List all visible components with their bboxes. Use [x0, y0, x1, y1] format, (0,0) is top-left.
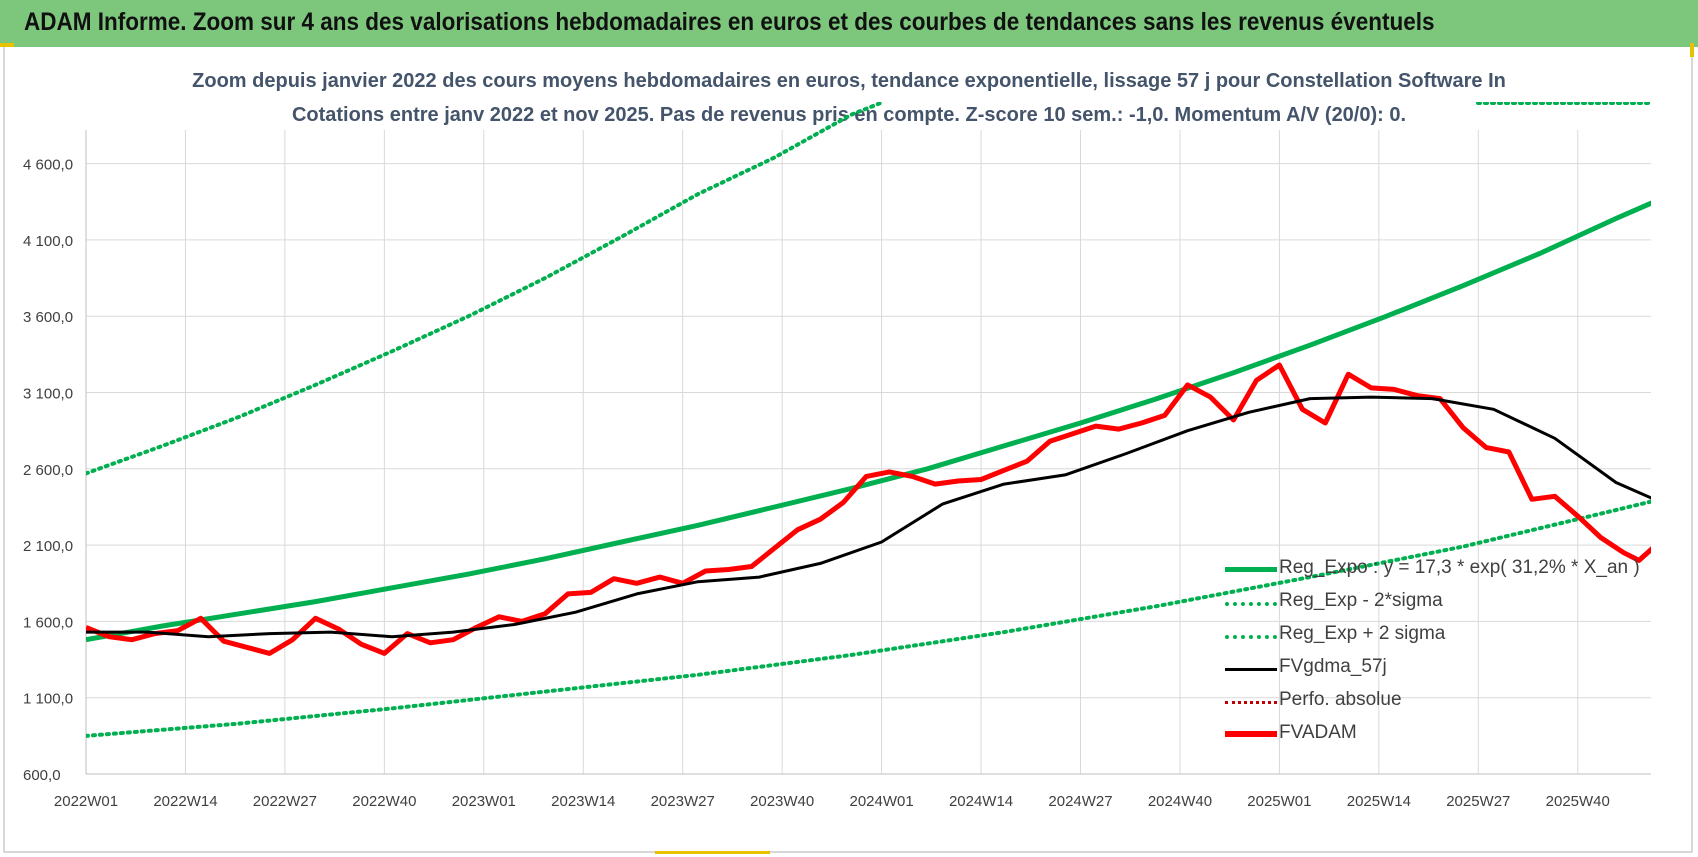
y-tick-label: 2 600,0 — [23, 462, 73, 479]
legend-swatch-reg-expo — [1225, 567, 1277, 572]
x-tick-label: 2023W14 — [551, 793, 615, 810]
y-tick-label: 1 100,0 — [23, 691, 73, 708]
y-tick-label: 4 100,0 — [23, 233, 73, 250]
series-line-0 — [86, 200, 1651, 643]
y-tick-label: 600,0 — [23, 767, 61, 784]
y-tick-label: 2 100,0 — [23, 538, 73, 555]
y-tick-label: 1 600,0 — [23, 614, 73, 631]
x-tick-label: 2024W14 — [949, 793, 1013, 810]
chart-frame — [3, 47, 1693, 853]
corner-mark-right — [1690, 43, 1694, 57]
legend-swatch-fvgdma — [1225, 668, 1277, 671]
x-tick-label: 2023W27 — [651, 793, 715, 810]
x-tick-label: 2022W14 — [153, 793, 217, 810]
corner-mark-bottom — [655, 851, 770, 854]
x-tick-label: 2022W27 — [253, 793, 317, 810]
legend-swatch-reg-exp-minus — [1225, 602, 1277, 606]
x-tick-label: 2025W14 — [1347, 793, 1411, 810]
chart-subtitle: Cotations entre janv 2022 et nov 2025. P… — [291, 104, 1407, 126]
chart-title: Zoom depuis janvier 2022 des cours moyen… — [192, 70, 1506, 92]
x-tick-label: 2023W01 — [452, 793, 516, 810]
series-line-3 — [86, 395, 1651, 639]
report-title: ADAM Informe. Zoom sur 4 ans des valoris… — [24, 8, 1435, 36]
series-line-5 — [86, 362, 1651, 656]
x-tick-label: 2024W01 — [849, 793, 913, 810]
legend-label-reg-exp-plus: Reg_Exp + 2 sigma — [1279, 623, 1446, 644]
x-tick-label: 2024W40 — [1148, 793, 1212, 810]
legend-label-reg-expo: Reg_Expo : y = 17,3 * exp( 31,2% * X_an … — [1279, 557, 1640, 578]
x-tick-label: 2022W01 — [54, 793, 118, 810]
grid-lines — [85, 130, 1651, 775]
x-tick-label: 2025W40 — [1546, 793, 1610, 810]
y-tick-label: 3 600,0 — [23, 309, 73, 326]
series-line-1 — [86, 499, 1651, 738]
legend-swatch-perfo — [1225, 701, 1277, 704]
x-tick-label: 2025W01 — [1247, 793, 1311, 810]
y-tick-label: 4 600,0 — [23, 157, 73, 174]
x-tick-label: 2024W27 — [1048, 793, 1112, 810]
legend-swatch-fvadam — [1225, 731, 1277, 737]
legend-label-reg-exp-minus: Reg_Exp - 2*sigma — [1279, 590, 1443, 611]
series-group — [86, 102, 1651, 738]
legend-swatch-reg-exp-plus — [1225, 635, 1277, 639]
legend-label-perfo: Perfo. absolue — [1279, 689, 1402, 710]
legend-label-fvadam: FVADAM — [1279, 722, 1357, 743]
x-tick-label: 2025W27 — [1446, 793, 1510, 810]
corner-mark-left — [0, 43, 14, 47]
title-banner: ADAM Informe. Zoom sur 4 ans des valoris… — [0, 0, 1698, 47]
y-tick-label: 3 100,0 — [23, 386, 73, 403]
legend-label-fvgdma: FVgdma_57j — [1279, 656, 1387, 677]
series-line-2 — [86, 102, 884, 476]
axes: 600,0 1 100,0 1 600,0 2 100,0 2 600,0 3 100,0… — [23, 130, 1651, 810]
x-tick-label: 2023W40 — [750, 793, 814, 810]
x-tick-label: 2022W40 — [352, 793, 416, 810]
